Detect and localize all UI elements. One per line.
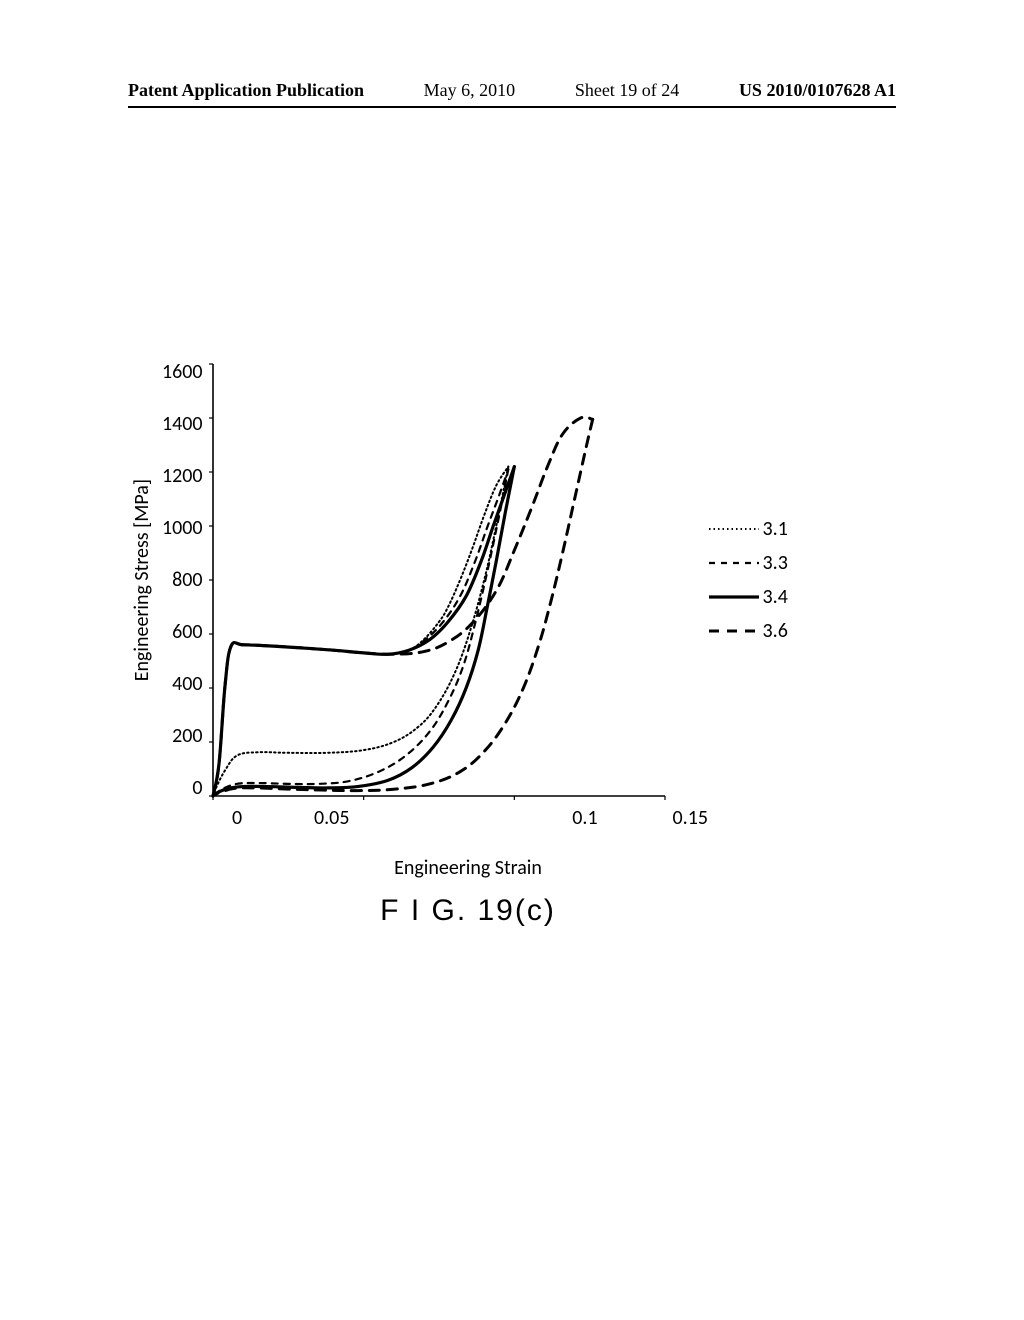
y-axis-title: Engineering Stress [MPa] (130, 479, 154, 681)
chart-svg (209, 360, 669, 800)
xtick-label: 0.15 (673, 806, 708, 830)
xtick-label: 0.05 (228, 806, 435, 830)
legend-item: 3.3 (709, 551, 788, 575)
legend-item: 3.6 (709, 619, 788, 643)
legend-label: 3.4 (763, 585, 788, 609)
ytick-label: 1000 (162, 516, 203, 540)
ytick-label: 400 (172, 672, 202, 696)
legend-item: 3.1 (709, 517, 788, 541)
ytick-label: 200 (172, 724, 202, 748)
publication-label: Patent Application Publication (128, 80, 364, 101)
patent-number: US 2010/0107628 A1 (739, 80, 896, 101)
sheet-number: Sheet 19 of 24 (575, 80, 679, 101)
figure: Engineering Stress [MPa] 1600 1400 1200 … (130, 360, 910, 928)
legend-swatch-dotted (709, 519, 759, 539)
x-axis-ticks: 0 0.05 0.1 0.15 (238, 806, 698, 830)
y-axis-ticks: 1600 1400 1200 1000 800 600 400 200 0 (162, 360, 203, 800)
ytick-label: 800 (172, 568, 202, 592)
legend: 3.1 3.3 3.4 3.6 (709, 507, 788, 653)
plot-area (209, 360, 669, 800)
legend-label: 3.3 (763, 551, 788, 575)
ytick-label: 1400 (162, 412, 203, 436)
publication-date: May 6, 2010 (424, 80, 516, 101)
legend-swatch-solid (709, 587, 759, 607)
legend-label: 3.1 (763, 517, 788, 541)
legend-swatch-longdash (709, 621, 759, 641)
ytick-label: 0 (192, 776, 202, 800)
legend-swatch-shortdash (709, 553, 759, 573)
figure-caption: F I G. 19(c) (238, 894, 698, 928)
ytick-label: 1600 (162, 360, 203, 384)
xtick-label: 0.1 (481, 806, 688, 830)
x-axis-title: Engineering Strain (238, 856, 698, 880)
header-rule (128, 106, 896, 108)
legend-label: 3.6 (763, 619, 788, 643)
page-header: Patent Application Publication May 6, 20… (0, 80, 1024, 101)
ytick-label: 1200 (162, 464, 203, 488)
legend-item: 3.4 (709, 585, 788, 609)
ytick-label: 600 (172, 620, 202, 644)
